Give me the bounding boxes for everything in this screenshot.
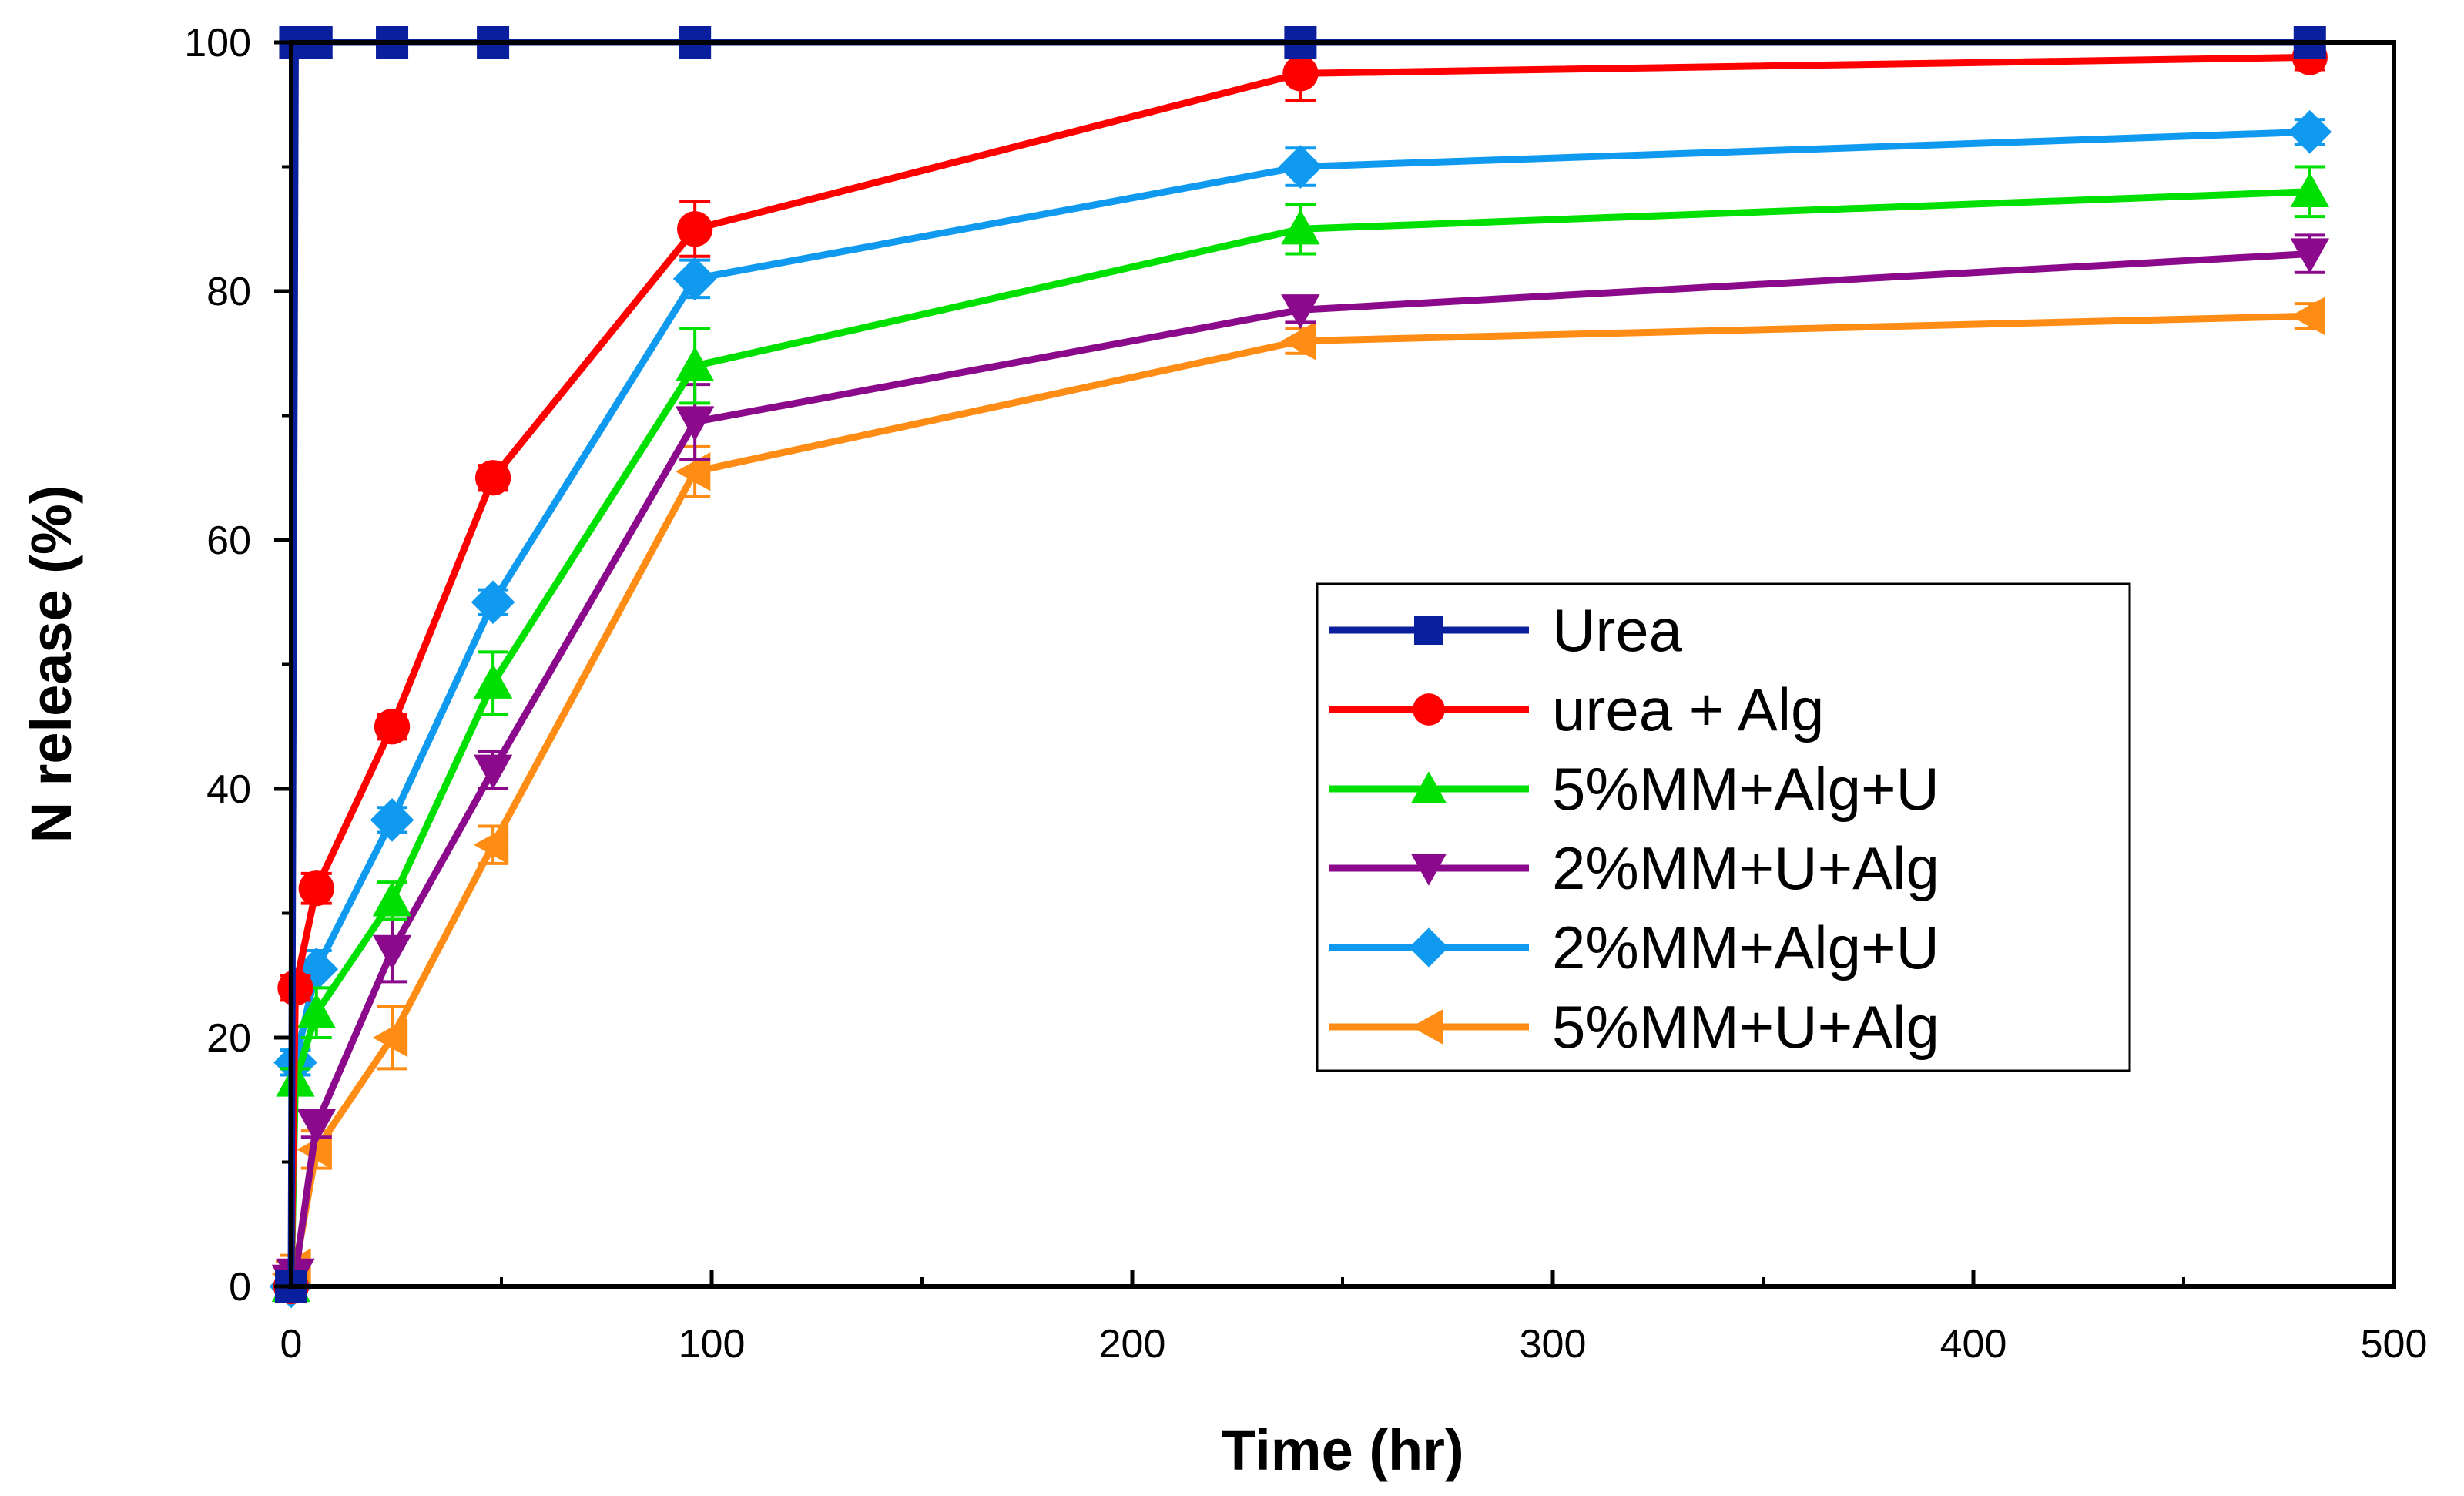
legend-item: 5%MM+U+Alg (1329, 993, 1939, 1061)
data-point (1279, 145, 1323, 189)
data-point (473, 663, 513, 699)
data-point (298, 870, 334, 907)
data-point (2290, 238, 2329, 273)
legend-item: Urea (1329, 596, 1683, 664)
data-point (372, 881, 412, 917)
y-tick-label: 20 (206, 1016, 251, 1061)
data-point (677, 211, 713, 247)
legend-marker (1411, 1009, 1443, 1045)
data-point (471, 580, 515, 625)
legend-label: 5%MM+U+Alg (1552, 993, 1939, 1061)
legend-label: 5%MM+Alg+U (1552, 755, 1939, 823)
legend-marker (1414, 616, 1443, 645)
data-point (2288, 109, 2332, 154)
legend-marker (1413, 693, 1445, 726)
data-point (374, 709, 411, 745)
data-point (297, 1109, 336, 1145)
x-tick-label: 300 (1520, 1322, 1587, 1367)
legend-item: urea + Alg (1329, 676, 1824, 743)
y-tick-label: 100 (184, 21, 251, 65)
legend-label: Urea (1552, 596, 1683, 664)
legend-item: 5%MM+Alg+U (1329, 755, 1939, 823)
x-tick-label: 500 (2361, 1322, 2428, 1367)
data-point (675, 451, 711, 491)
data-point (372, 1018, 408, 1058)
data-point (1281, 294, 1320, 330)
y-tick-label: 60 (206, 518, 251, 563)
legend-marker (1411, 854, 1447, 886)
data-point (1281, 321, 1316, 361)
legend-label: 2%MM+U+Alg (1552, 834, 1939, 902)
y-tick-label: 40 (206, 767, 251, 812)
data-point (675, 406, 715, 441)
axis-ticks: 0 100 200 300 400 500 0 20 40 60 80 100 (184, 21, 2427, 1367)
legend-marker (1411, 771, 1447, 803)
y-axis-title: N release (%) (19, 485, 83, 844)
data-point (473, 754, 513, 790)
data-point (474, 460, 511, 496)
data-point (372, 934, 412, 971)
data-point (672, 257, 717, 301)
y-tick-label: 80 (206, 270, 251, 314)
series-line (288, 250, 2311, 1283)
x-tick-label: 200 (1099, 1322, 1166, 1367)
data-point (1282, 55, 1319, 92)
data-point (473, 825, 509, 864)
legend-items: Urea urea + Alg 5%MM+Alg+U 2%MM+U+Alg 2%MM+A… (1329, 596, 1939, 1061)
legend-marker (1409, 927, 1449, 968)
data-point (1281, 210, 1320, 245)
data-point (370, 798, 414, 842)
legend: Urea urea + Alg 5%MM+Alg+U 2%MM+U+Alg 2%MM+A… (1316, 582, 2131, 1072)
legend-label: urea + Alg (1552, 676, 1824, 743)
x-tick-label: 100 (679, 1322, 746, 1367)
data-point (675, 346, 715, 382)
x-tick-label: 400 (1940, 1322, 2007, 1367)
legend-box (1316, 582, 2131, 1072)
legend-label: 2%MM+Alg+U (1552, 914, 1939, 981)
legend-item: 2%MM+Alg+U (1329, 914, 1939, 981)
legend-item: 2%MM+U+Alg (1329, 834, 1939, 902)
data-point (2290, 297, 2325, 336)
x-axis-title: Time (hr) (1221, 1418, 1463, 1482)
y-tick-label: 0 (229, 1265, 251, 1310)
x-tick-label: 0 (280, 1322, 303, 1367)
data-point (297, 993, 336, 1028)
data-point (2290, 172, 2329, 207)
